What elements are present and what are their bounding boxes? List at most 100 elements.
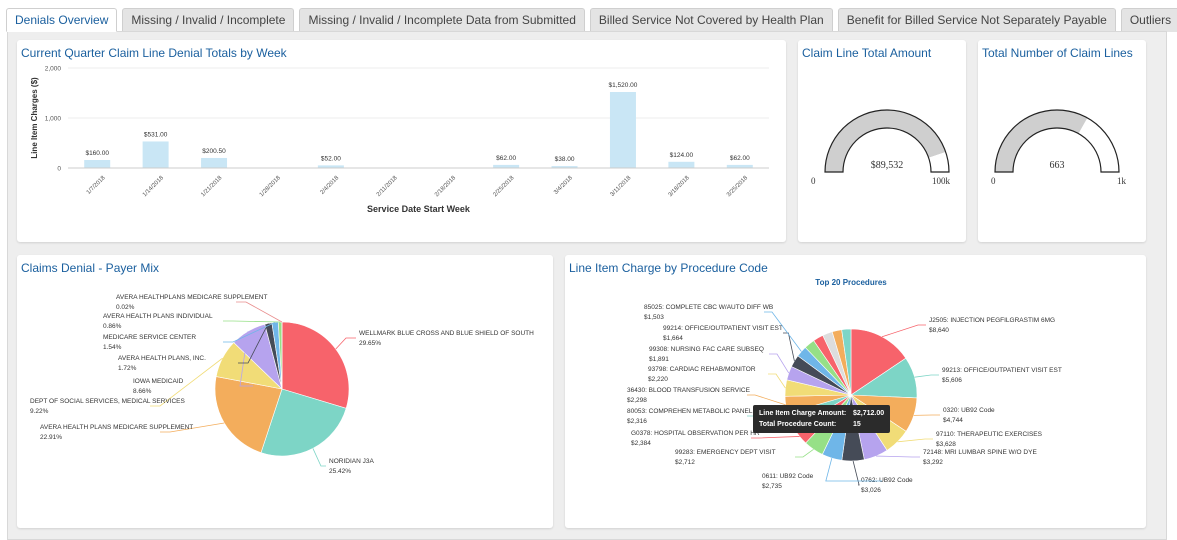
bar [493,164,520,168]
claim-count-panel: Total Number of Claim Lines 663 0 1k [978,40,1146,242]
pie-label-value: 1.72% [118,365,137,372]
chart-tooltip: Line Item Charge Amount: $2,712.00 Total … [753,405,891,433]
pie-label-name: 99308: NURSING FAC CARE SUBSEQ [649,346,764,353]
x-tick-label: 1/7/2018 [86,175,107,196]
claim-amount-max: 100k [932,176,950,186]
tooltip-count-value: 15 [853,421,861,428]
leader-line [768,373,786,389]
pie-label-name: AVERA HEALTHPLANS MEDICARE SUPPLEMENT [116,294,267,301]
tooltip-amount-label: Line Item Charge Amount: [759,410,847,417]
pie-label-value: $5,606 [942,377,962,384]
y-tick-label: 2,000 [45,66,62,73]
claim-count-title: Total Number of Claim Lines [982,46,1133,60]
leader-line [825,458,882,482]
leader-line [236,301,283,323]
y-axis-title: Line Item Charges ($) [30,77,39,159]
claim-count-value: 663 [1049,160,1065,171]
x-tick-label: 2/18/2018 [434,175,458,199]
pie-label-value: $2,712 [675,459,695,466]
claim-amount-panel: Claim Line Total Amount $89,532 0 100k [798,40,966,242]
leader-line [852,460,860,486]
bar [201,157,228,168]
leader-line [223,321,276,343]
pie-label-value: $2,298 [627,397,647,404]
bar-value-label: $1,520.00 [608,82,637,89]
leader-line [795,449,814,458]
tab-billed-service-not-covered[interactable]: Billed Service Not Covered by Health Pla… [589,8,833,32]
pie-label-name: 0611: UB92 Code [762,473,814,480]
tooltip-amount-value: $2,712.00 [853,410,885,417]
weekly-denials-panel: Current Quarter Claim Line Denial Totals… [17,40,786,242]
leader-line [764,311,802,352]
tab-missing-invalid-incomplete[interactable]: Missing / Invalid / Incomplete [122,8,295,32]
claim-count-gauge [994,109,1120,173]
pie-label-name: 0320: UB92 Code [943,407,995,414]
pie-label-value: $1,891 [649,356,669,363]
claim-amount-title: Claim Line Total Amount [802,46,932,60]
pie-label-name: 80053: COMPREHEN METABOLIC PANEL [627,408,753,415]
claim-count-max: 1k [1117,176,1126,186]
x-tick-label: 1/21/2018 [200,175,224,199]
pie-label-name: AVERA HEALTH PLANS MEDICARE SUPPLEMENT [40,424,193,431]
tooltip-count-label: Total Procedure Count: [759,421,837,428]
tab-denials-overview[interactable]: Denials Overview [6,8,118,32]
pie-label-name: 0762: UB92 Code [861,477,913,484]
leader-line [783,332,795,362]
x-tick-label: 3/11/2018 [610,175,633,198]
pie-label-value: 9.22% [30,408,49,415]
pie-label-name: MEDICARE SERVICE CENTER [103,334,196,341]
tab-benefit-not-separately-payable[interactable]: Benefit for Billed Service Not Separatel… [837,8,1116,32]
bar [84,160,111,168]
tab-outliers[interactable]: Outliers [1120,8,1177,32]
pie-label-value: $3,628 [936,441,956,448]
leader-line [223,320,281,323]
leader-line [876,455,920,458]
bar-value-label: $124.00 [670,152,694,159]
pie-slice [850,328,907,396]
pie-slice [214,376,283,454]
tab-missing-invalid-incomplete-data[interactable]: Missing / Invalid / Incomplete Data from… [299,8,585,32]
leader-line [881,324,926,338]
gauge-fill [825,110,946,172]
pie-label-name: 97110: THERAPEUTIC EXERCISES [936,431,1043,438]
pie-label-value: 25.42% [329,468,351,475]
x-tick-label: 3/25/2018 [726,175,750,199]
pie-label-value: 0.86% [103,323,122,330]
pie-label-name: 93798: CARDIAC REHAB/MONITOR [648,366,756,373]
leader-line [747,394,786,406]
pie-label-name: AVERA HEALTH PLANS, INC. [118,355,206,362]
gauge-outline [824,109,950,173]
pie-label-name: 99213: OFFICE/OUTPATIENT VISIT EST [942,367,1062,374]
bar-value-label: $62.00 [730,155,750,162]
procedure-panel: Line Item Charge by Procedure Code Top 2… [565,255,1146,528]
pie-label-name: 99283: EMERGENCY DEPT VISIT [675,449,776,456]
pie-slice [841,328,852,396]
pie-label-value: $2,384 [631,440,651,447]
pie-label-value: $2,316 [627,418,647,425]
pie-label-value: 0.02% [116,304,135,311]
leader-line [312,448,326,467]
bar-value-label: $160.00 [85,150,109,157]
weekly-denials-title: Current Quarter Claim Line Denial Totals… [21,46,287,60]
pie-label-value: $4,744 [943,417,963,424]
procedure-title: Line Item Charge by Procedure Code [569,261,768,275]
y-tick-label: 1,000 [45,116,62,123]
gauge-remaining [928,151,949,172]
leader-line [897,438,933,443]
bar-value-label: $200.50 [202,148,226,155]
bar-value-label: $52.00 [321,155,341,162]
x-tick-label: 3/4/2018 [553,175,574,196]
pie-label-value: 8.66% [133,388,152,395]
pie-label-name: NORIDIAN J3A [329,458,374,465]
bar-value-label: $62.00 [496,155,516,162]
x-tick-label: 3/18/2018 [668,175,692,199]
bar [551,166,578,168]
tab-bar: Denials Overview Missing / Invalid / Inc… [6,8,1177,32]
pie-slice [281,321,350,409]
bar [609,92,636,168]
pie-label-name: G0378: HOSPITAL OBSERVATION PER HR [631,430,760,437]
payer-mix-panel: Claims Denial - Payer Mix WELLMARK BLUE … [17,255,553,528]
gauge-fill [995,110,1088,172]
gauge-outline [994,109,1120,173]
x-axis-title: Service Date Start Week [367,204,471,214]
